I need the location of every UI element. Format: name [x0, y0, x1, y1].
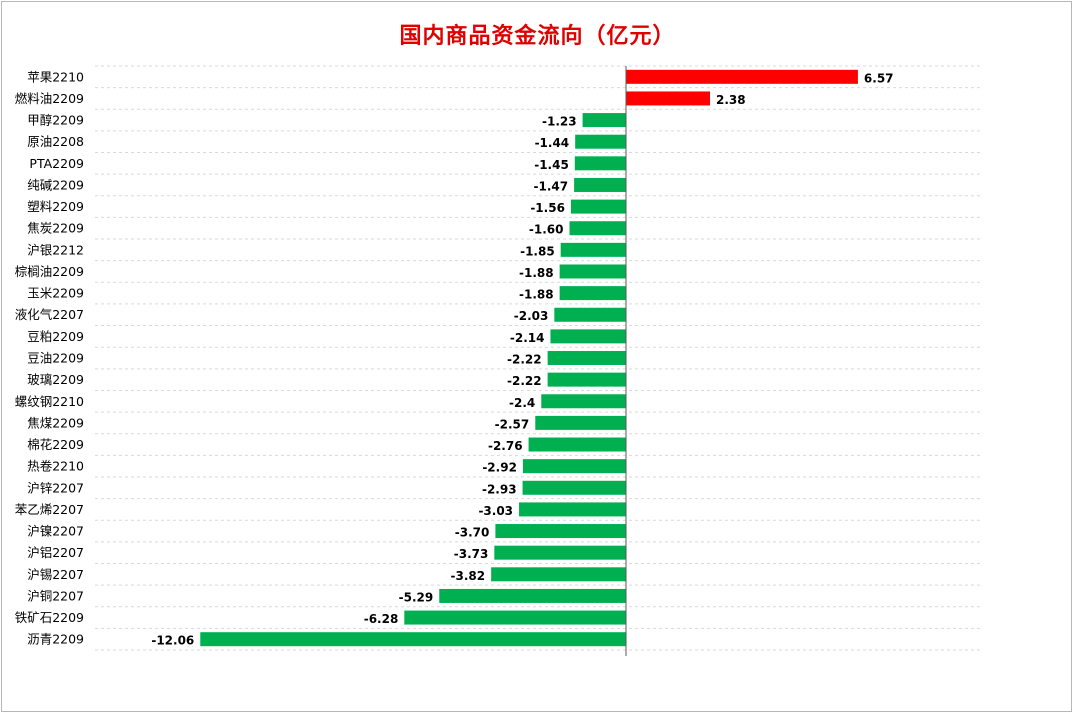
bar	[550, 329, 626, 344]
data-label: -1.45	[534, 158, 569, 172]
data-label: -2.22	[507, 353, 542, 367]
category-label: 甲醇2209	[27, 113, 84, 128]
bar	[535, 415, 626, 430]
category-label: 玉米2209	[27, 286, 84, 301]
bar	[570, 199, 626, 214]
data-label: 6.57	[864, 71, 894, 85]
bar	[519, 502, 626, 517]
bar	[528, 437, 626, 452]
category-label: 沪银2212	[27, 242, 84, 257]
data-label: -1.88	[519, 266, 554, 280]
data-label: -2.76	[488, 439, 523, 453]
data-label: -3.03	[478, 504, 513, 518]
data-label: 2.38	[716, 93, 746, 107]
category-label: 玻璃2209	[27, 372, 84, 387]
category-label: 豆粕2209	[27, 329, 84, 344]
bar	[200, 632, 627, 647]
data-label: -3.70	[455, 526, 490, 540]
category-label: 沥青2209	[27, 632, 84, 647]
category-label: 焦炭2209	[27, 221, 84, 236]
data-label: -2.92	[482, 461, 517, 475]
chart-title: 国内商品资金流向（亿元）	[399, 24, 676, 49]
bar	[582, 113, 626, 128]
bar	[495, 524, 626, 539]
category-label: 原油2208	[27, 134, 84, 149]
bar	[559, 264, 626, 279]
category-label: 铁矿石2209	[15, 610, 84, 625]
data-label: -1.56	[530, 201, 565, 215]
category-label: 豆油2209	[27, 351, 84, 366]
category-label: 纯碱2209	[27, 177, 84, 192]
bar	[541, 394, 626, 409]
bar	[574, 177, 626, 192]
bar	[522, 459, 626, 474]
category-label: 棉花2209	[27, 437, 84, 452]
category-label: 苹果2210	[27, 69, 84, 84]
bar	[626, 69, 858, 84]
data-label: -2.22	[507, 374, 542, 388]
category-label: 热卷2210	[27, 459, 84, 474]
bar	[554, 307, 626, 322]
bar	[522, 480, 626, 495]
data-label: -12.06	[151, 634, 194, 648]
data-label: -2.93	[482, 482, 517, 496]
category-label: 沪铝2207	[27, 545, 84, 560]
data-label: -2.4	[509, 396, 535, 410]
data-label: -2.14	[510, 331, 545, 345]
category-label: 燃料油2209	[15, 91, 84, 106]
bar	[404, 610, 626, 625]
category-label: 焦煤2209	[27, 415, 84, 430]
data-label: -6.28	[364, 612, 399, 626]
data-label: -2.57	[495, 417, 530, 431]
bar	[575, 134, 626, 149]
category-label: 苯乙烯2207	[15, 502, 84, 517]
data-label: -1.47	[534, 179, 569, 193]
data-label: -1.85	[520, 244, 555, 258]
bar	[574, 156, 626, 171]
bar	[560, 242, 626, 257]
bar	[494, 545, 626, 560]
category-label: 塑料2209	[27, 199, 84, 214]
category-label: 沪铜2207	[27, 588, 84, 603]
data-label: -1.60	[529, 223, 564, 237]
category-label: 螺纹钢2210	[15, 394, 84, 409]
category-label: 沪锡2207	[27, 567, 84, 582]
data-label: -1.23	[542, 115, 577, 129]
category-label: 沪锌2207	[27, 480, 84, 495]
bar	[559, 286, 626, 301]
category-label: PTA2209	[29, 156, 84, 171]
bar	[547, 351, 626, 366]
data-label: -5.29	[399, 590, 434, 604]
category-label: 沪镍2207	[27, 524, 84, 539]
data-label: -1.88	[519, 288, 554, 302]
data-label: -1.44	[535, 136, 570, 150]
bar	[491, 567, 626, 582]
data-label: -3.73	[454, 547, 489, 561]
category-label: 棕榈油2209	[15, 264, 84, 279]
data-label: -3.82	[451, 569, 486, 583]
bar	[439, 588, 626, 603]
bar	[626, 91, 711, 106]
bar	[569, 221, 626, 236]
category-label: 液化气2207	[15, 307, 84, 322]
bar	[547, 372, 626, 387]
data-label: -2.03	[514, 309, 549, 323]
